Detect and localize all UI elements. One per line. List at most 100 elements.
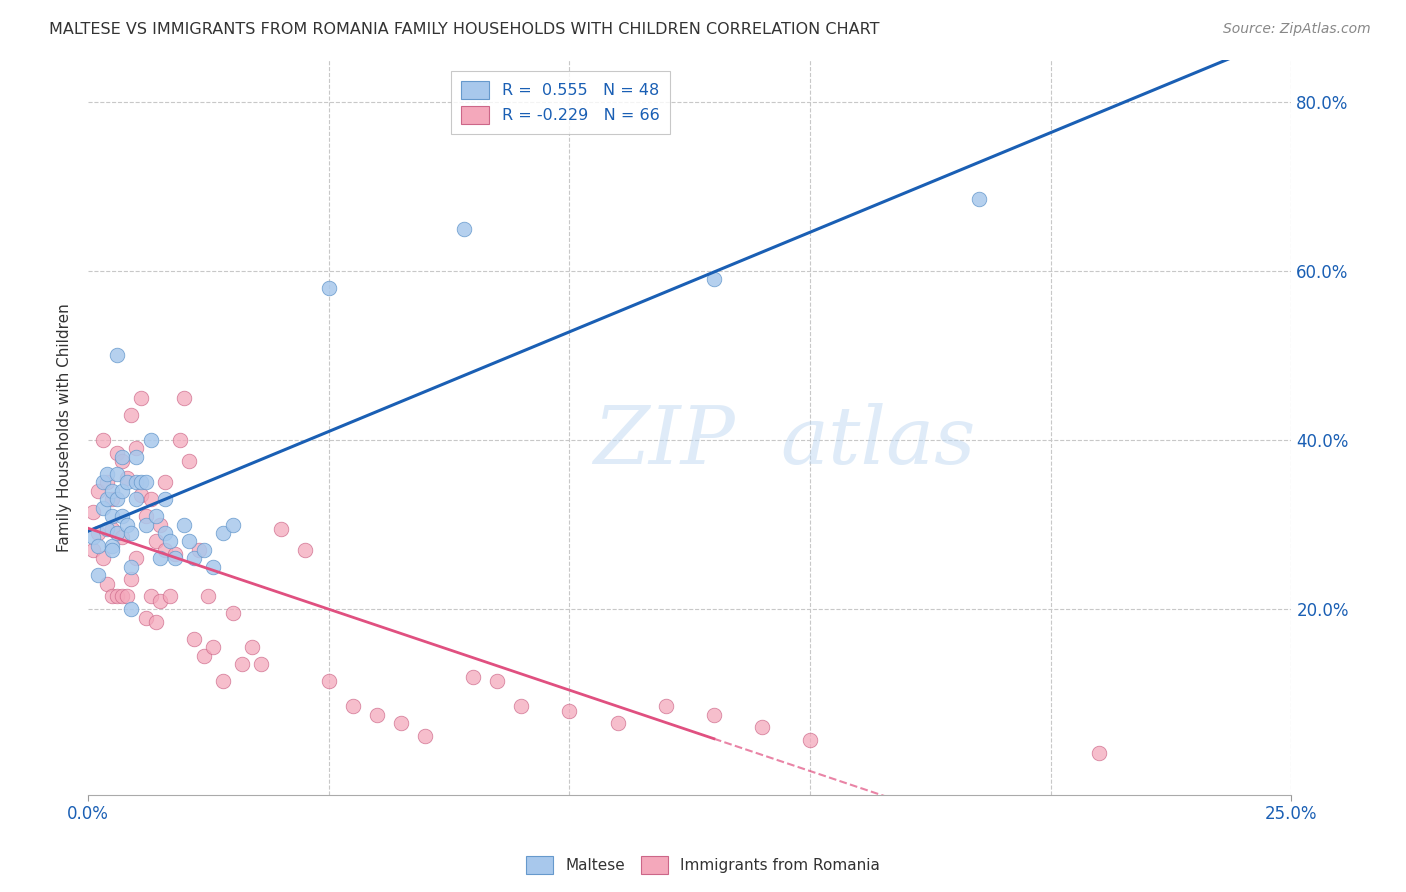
- Point: [82, 530, 104, 544]
- Point: [318, 673, 340, 688]
- Point: [173, 391, 195, 405]
- Point: [221, 517, 243, 532]
- Point: [129, 391, 152, 405]
- Point: [187, 542, 209, 557]
- Point: [121, 408, 143, 422]
- Point: [606, 716, 628, 731]
- Point: [179, 454, 201, 468]
- Point: [135, 517, 157, 532]
- Point: [654, 699, 676, 714]
- Point: [240, 640, 263, 654]
- Point: [91, 551, 114, 566]
- Point: [221, 607, 243, 621]
- Point: [231, 657, 253, 671]
- Point: [294, 542, 316, 557]
- Point: [159, 590, 181, 604]
- Point: [366, 707, 388, 722]
- Point: [101, 539, 124, 553]
- Point: [799, 733, 821, 747]
- Point: [111, 483, 134, 498]
- Point: [139, 590, 162, 604]
- Point: [703, 707, 725, 722]
- Point: [125, 551, 148, 566]
- Point: [145, 534, 167, 549]
- Point: [153, 492, 176, 507]
- Point: [173, 517, 195, 532]
- Point: [96, 576, 118, 591]
- Point: [125, 442, 148, 456]
- Point: [105, 492, 128, 507]
- Point: [153, 526, 176, 541]
- Point: [105, 446, 128, 460]
- Point: [96, 492, 118, 507]
- Point: [111, 509, 134, 524]
- Point: [105, 590, 128, 604]
- Point: [413, 729, 436, 743]
- Point: [135, 610, 157, 624]
- Point: [121, 526, 143, 541]
- Point: [163, 551, 186, 566]
- Point: [342, 699, 364, 714]
- Point: [967, 192, 990, 206]
- Point: [87, 483, 110, 498]
- Point: [193, 542, 215, 557]
- Point: [96, 522, 118, 536]
- Point: [125, 492, 148, 507]
- Point: [270, 522, 292, 536]
- Text: Source: ZipAtlas.com: Source: ZipAtlas.com: [1223, 22, 1371, 37]
- Point: [145, 615, 167, 629]
- Point: [121, 602, 143, 616]
- Point: [82, 505, 104, 519]
- Point: [250, 657, 273, 671]
- Point: [139, 492, 162, 507]
- Point: [163, 547, 186, 561]
- Point: [179, 534, 201, 549]
- Point: [87, 526, 110, 541]
- Point: [139, 433, 162, 447]
- Point: [149, 551, 172, 566]
- Point: [111, 454, 134, 468]
- Text: atlas: atlas: [780, 403, 976, 481]
- Point: [318, 281, 340, 295]
- Point: [105, 349, 128, 363]
- Point: [193, 648, 215, 663]
- Point: [389, 716, 412, 731]
- Point: [183, 632, 205, 646]
- Point: [121, 573, 143, 587]
- Point: [135, 475, 157, 490]
- Point: [129, 488, 152, 502]
- Point: [121, 559, 143, 574]
- Point: [111, 590, 134, 604]
- Point: [202, 640, 225, 654]
- Point: [558, 704, 581, 718]
- Point: [145, 509, 167, 524]
- Point: [751, 721, 773, 735]
- Point: [115, 590, 138, 604]
- Point: [105, 526, 128, 541]
- Point: [125, 450, 148, 464]
- Point: [125, 475, 148, 490]
- Point: [1088, 746, 1111, 760]
- Text: ZIP: ZIP: [593, 403, 735, 481]
- Legend: R =  0.555   N = 48, R = -0.229   N = 66: R = 0.555 N = 48, R = -0.229 N = 66: [451, 71, 669, 134]
- Point: [115, 471, 138, 485]
- Point: [87, 539, 110, 553]
- Point: [96, 467, 118, 481]
- Point: [135, 509, 157, 524]
- Point: [91, 475, 114, 490]
- Point: [183, 551, 205, 566]
- Point: [463, 670, 485, 684]
- Point: [105, 467, 128, 481]
- Point: [101, 509, 124, 524]
- Point: [115, 475, 138, 490]
- Text: MALTESE VS IMMIGRANTS FROM ROMANIA FAMILY HOUSEHOLDS WITH CHILDREN CORRELATION C: MALTESE VS IMMIGRANTS FROM ROMANIA FAMIL…: [49, 22, 880, 37]
- Point: [129, 475, 152, 490]
- Point: [159, 534, 181, 549]
- Point: [486, 673, 509, 688]
- Point: [703, 272, 725, 286]
- Point: [101, 542, 124, 557]
- Point: [202, 559, 225, 574]
- Y-axis label: Family Households with Children: Family Households with Children: [58, 303, 72, 552]
- Point: [453, 221, 475, 235]
- Point: [91, 433, 114, 447]
